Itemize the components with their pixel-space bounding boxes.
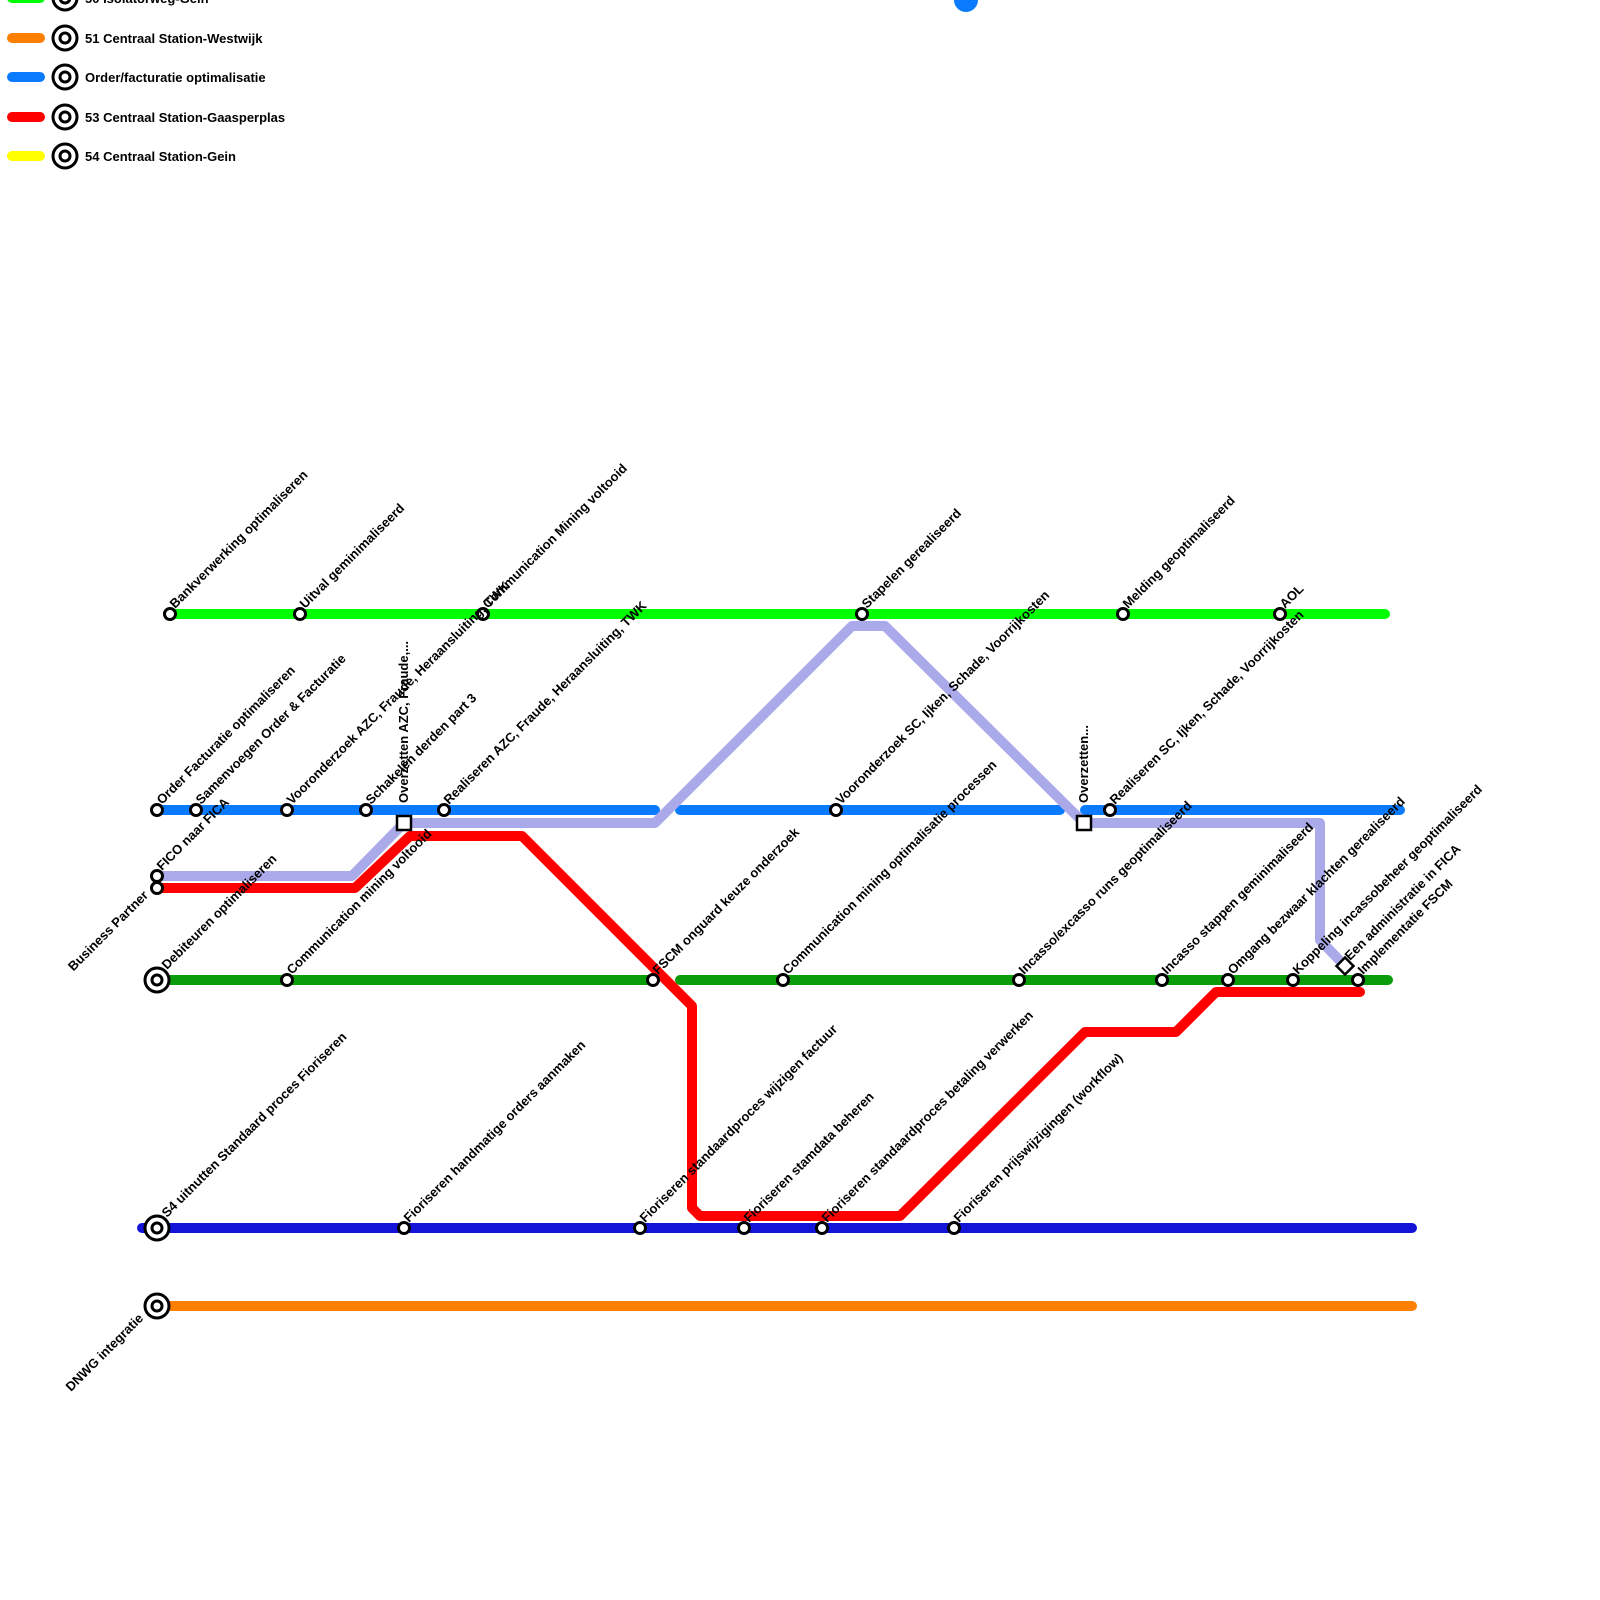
- station-label: Samenvoegen Order & Facturatie: [193, 651, 349, 807]
- station-marker: [1155, 973, 1169, 987]
- station: Samenvoegen Order & Facturatie: [189, 651, 349, 817]
- station-marker: [1012, 973, 1026, 987]
- marker: [954, 0, 978, 12]
- station-marker: [395, 814, 413, 832]
- station-marker: [855, 607, 869, 621]
- station-marker: [1103, 803, 1117, 817]
- station-marker: [1116, 607, 1130, 621]
- lines: [137, 0, 1417, 1311]
- line: [155, 621, 1350, 971]
- station: Realiseren SC, Ijken, Schade, Voorrijkos…: [1103, 607, 1307, 817]
- station-marker: [815, 1221, 829, 1235]
- station: Melding geoptimaliseerd: [1116, 493, 1238, 621]
- station: Overzetten AZC, Fraude,...: [395, 641, 413, 832]
- station-label: Communication mining optimalisatie proce…: [780, 757, 1000, 977]
- station-marker: [947, 1221, 961, 1235]
- station-marker: [737, 1221, 751, 1235]
- legend-label: Order/facturatie optimalisatie: [85, 70, 266, 85]
- station-label: FSCM onguard keuze onderzoek: [650, 824, 803, 977]
- station-label: Melding geoptimaliseerd: [1120, 493, 1238, 611]
- legend-icon: [58, 0, 72, 5]
- station-marker: [397, 1221, 411, 1235]
- station-label: S4 uitnutten Standaard proces Fioriseren: [159, 1029, 350, 1220]
- station-marker: [776, 973, 790, 987]
- station-marker: [280, 973, 294, 987]
- legend: 50 Isolatorweg-Gein 51 Centraal Station-W…: [7, 0, 285, 170]
- legend-label: 53 Centraal Station-Gaasperplas: [85, 110, 285, 125]
- station-marker: [437, 803, 451, 817]
- station-label: Vooronderzoek SC, Ijken, Schade, Voorrij…: [833, 587, 1053, 807]
- station-marker: [1221, 973, 1235, 987]
- station-label: Overzetten...: [1076, 725, 1091, 803]
- station-marker: [1351, 973, 1365, 987]
- station-label: DNWG integratie: [62, 1311, 146, 1395]
- station-marker: [359, 803, 373, 817]
- station-label: Communication mining voltooid: [284, 826, 435, 977]
- station-marker: [1286, 973, 1300, 987]
- station-marker: [1273, 607, 1287, 621]
- station-marker: [293, 607, 307, 621]
- station: Business Partner: [65, 881, 164, 974]
- station: Fioriseren handmatige orders aanmaken: [397, 1037, 589, 1235]
- station-marker: [150, 881, 164, 895]
- station: Fioriseren standaardproces wijzigen fact…: [633, 1021, 841, 1235]
- legend-icon: [58, 149, 72, 163]
- station-label: Overzetten AZC, Fraude,...: [396, 641, 411, 803]
- legend-icon: [58, 110, 72, 124]
- station: Communication mining optimalisatie proce…: [776, 757, 1000, 987]
- station: Order Facturatie optimaliseren: [150, 663, 298, 817]
- station-marker: [476, 607, 490, 621]
- legend-label: 54 Centraal Station-Gein: [85, 149, 236, 164]
- legend-icon: [58, 70, 72, 84]
- station-label: Bankverwerking optimaliseren: [167, 467, 311, 611]
- station-label: Realiseren SC, Ijken, Schade, Voorrijkos…: [1107, 607, 1307, 807]
- station-label: AOL: [1277, 581, 1307, 611]
- station-marker: [1334, 955, 1356, 977]
- station: DNWG integratie: [62, 1292, 171, 1395]
- station-label: Fioriseren standaardproces wijzigen fact…: [637, 1021, 841, 1225]
- station-marker: [163, 607, 177, 621]
- station-marker: [633, 1221, 647, 1235]
- line: [155, 831, 1365, 1221]
- station-label: Debiteuren optimaliseren: [159, 851, 280, 972]
- station-marker: [1075, 814, 1093, 832]
- station-label: Uitval geminimaliseerd: [297, 500, 408, 611]
- station-marker: [189, 803, 203, 817]
- station-label: Stapelen gerealiseerd: [859, 505, 965, 611]
- station: Overzetten...: [1075, 725, 1093, 832]
- station-label: Business Partner: [65, 888, 151, 974]
- legend-icon: [51, 0, 79, 12]
- legend-icon: [58, 31, 72, 45]
- station: S4 uitnutten Standaard proces Fioriseren: [143, 1029, 350, 1242]
- station-marker: [150, 1299, 164, 1313]
- legend-label: 51 Centraal Station-Westwijk: [85, 31, 263, 46]
- legend-label: 50 Isolatorweg-Gein: [85, 0, 209, 6]
- station: Stapelen gerealiseerd: [855, 505, 965, 621]
- station-marker: [829, 803, 843, 817]
- station-label: Order Facturatie optimaliseren: [154, 663, 298, 807]
- station-marker: [280, 803, 294, 817]
- station-marker: [150, 1221, 164, 1235]
- station: Communication mining voltooid: [280, 826, 435, 987]
- station-marker: [646, 973, 660, 987]
- station: Uitval geminimaliseerd: [293, 500, 408, 621]
- station-marker: [150, 869, 164, 883]
- station-label: Fioriseren handmatige orders aanmaken: [401, 1037, 589, 1225]
- station: Bankverwerking optimaliseren: [163, 467, 311, 621]
- station-marker: [150, 803, 164, 817]
- station: FSCM onguard keuze onderzoek: [646, 824, 803, 987]
- station-marker: [150, 973, 164, 987]
